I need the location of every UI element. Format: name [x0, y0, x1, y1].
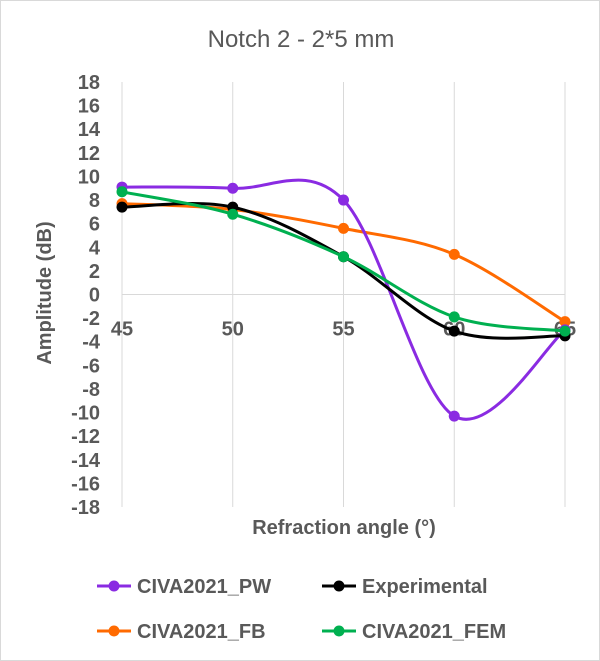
legend-swatch-marker	[333, 625, 345, 637]
y-tick-label: 10	[78, 166, 100, 188]
y-tick-label: 6	[89, 214, 100, 236]
legend-label: CIVA2021_FEM	[362, 621, 506, 643]
data-point-civa2021-pw	[227, 182, 239, 194]
data-point-civa2021-fb	[559, 316, 571, 328]
data-point-civa2021-pw	[448, 410, 460, 422]
series-civa2021-fem	[116, 186, 571, 337]
series-line-civa2021-pw	[120, 178, 567, 421]
legend-item-civa2021-fem: CIVA2021_FEM	[322, 621, 506, 643]
data-point-civa2021-fb	[448, 248, 460, 260]
y-tick-label: -16	[71, 473, 100, 495]
x-axis-title: Refraction angle (°)	[252, 517, 436, 539]
y-tick-label: 2	[89, 261, 100, 283]
legend-swatch-marker	[108, 580, 120, 592]
data-point-civa2021-fem	[559, 325, 571, 337]
y-tick-label: -14	[71, 450, 101, 472]
x-tick-label: 50	[222, 319, 244, 341]
data-point-civa2021-fem	[227, 208, 239, 220]
y-tick-label: 8	[89, 190, 100, 212]
series-layer	[116, 178, 571, 422]
data-point-experimental	[448, 325, 460, 337]
y-tick-label: -4	[82, 332, 101, 354]
y-tick-label: -6	[82, 355, 100, 377]
y-tick-label: -18	[71, 497, 100, 519]
data-point-civa2021-pw	[338, 194, 349, 206]
chart-title: Notch 2 - 2*5 mm	[208, 26, 395, 53]
y-axis-title: Amplitude (dB)	[34, 221, 56, 364]
data-point-civa2021-fb	[338, 222, 349, 234]
y-tick-label: -8	[82, 379, 100, 401]
legend-swatch-marker	[333, 580, 345, 592]
grid-layer	[121, 82, 566, 507]
legend-label: Experimental	[362, 576, 488, 598]
data-point-civa2021-fem	[448, 311, 460, 323]
y-tick-label: 18	[78, 72, 100, 94]
data-point-experimental	[116, 201, 128, 213]
x-tick-label: 55	[332, 319, 354, 341]
legend-item-experimental: Experimental	[322, 576, 488, 598]
data-point-civa2021-fem	[338, 251, 349, 263]
legend-item-civa2021-fb: CIVA2021_FB	[97, 621, 266, 643]
legend: CIVA2021_PW Experimental CIVA2021_FB CIVA20…	[97, 576, 506, 643]
data-point-civa2021-fem	[116, 186, 128, 198]
legend-label: CIVA2021_PW	[137, 576, 271, 598]
y-tick-label: 14	[78, 119, 101, 141]
x-tick-label: 45	[111, 319, 133, 341]
legend-label: CIVA2021_FB	[137, 621, 266, 643]
y-tick-label: -12	[71, 426, 100, 448]
legend-item-civa2021-pw: CIVA2021_PW	[97, 576, 271, 598]
y-tick-label: 4	[89, 237, 101, 259]
y-tick-label: 16	[78, 96, 100, 118]
y-tick-label: 12	[78, 143, 100, 165]
legend-swatch-marker	[108, 625, 120, 637]
y-tick-label: -10	[71, 403, 100, 425]
y-tick-label: -2	[82, 308, 100, 330]
y-tick-label: 0	[89, 285, 100, 307]
